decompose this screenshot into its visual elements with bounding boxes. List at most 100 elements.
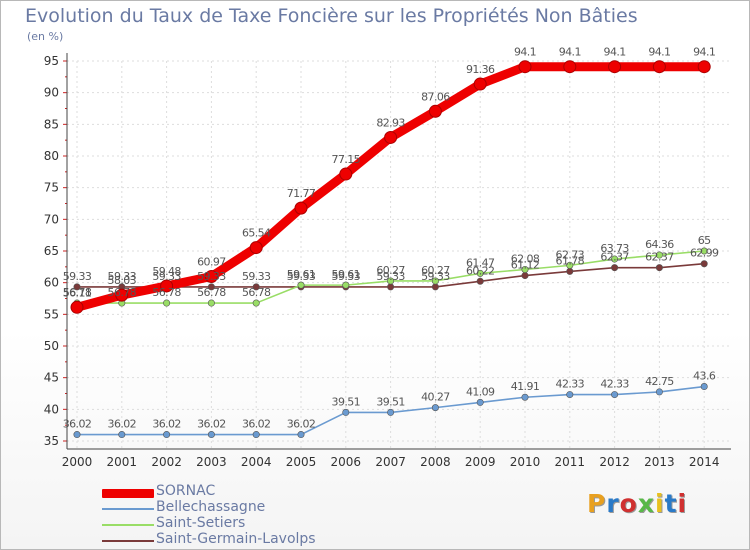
data-label-bellechassagne: 40.27 — [421, 391, 450, 404]
data-point-sornac — [339, 167, 353, 181]
data-point-saint-germain-lavolps — [521, 272, 529, 280]
legend-label: Bellechassagne — [156, 499, 266, 515]
data-point-bellechassagne — [476, 398, 484, 406]
y-tick-label: 35 — [44, 434, 59, 448]
data-label-saint-setiers: 56.78 — [197, 286, 226, 299]
data-label-sornac: 60.97 — [197, 256, 226, 269]
data-label-sornac: 58.03 — [108, 274, 137, 287]
data-point-sornac — [204, 270, 218, 284]
x-tick-label: 2010 — [510, 455, 541, 469]
data-label-saint-setiers: 64.36 — [645, 238, 674, 251]
data-point-bellechassagne — [387, 408, 395, 416]
data-label-saint-germain-lavolps: 62.37 — [645, 251, 674, 264]
logo-letter: i — [677, 489, 688, 518]
data-label-saint-setiers: 61.47 — [466, 256, 495, 269]
data-point-saint-setiers — [566, 261, 574, 269]
data-label-sornac: 94.1 — [514, 46, 536, 59]
data-point-sornac — [249, 241, 263, 255]
data-label-saint-germain-lavolps: 59.33 — [242, 270, 271, 283]
y-tick-label: 75 — [44, 181, 59, 195]
axes: 2000 2001 2002 2003 2004 2005 2006 2007 2008 2009… — [44, 53, 731, 469]
data-label-sornac: 87.06 — [421, 90, 450, 103]
data-point-saint-setiers — [700, 247, 708, 255]
data-label-bellechassagne: 36.02 — [152, 418, 181, 431]
data-point-saint-germain-lavolps — [700, 260, 708, 268]
data-label-sornac: 91.36 — [466, 63, 495, 76]
series-layer — [70, 60, 711, 439]
data-label-sornac: 65.54 — [242, 227, 271, 240]
data-point-bellechassagne — [611, 391, 619, 399]
data-point-sornac — [115, 288, 129, 302]
data-point-saint-setiers — [521, 265, 529, 273]
data-label-saint-germain-lavolps: 59.33 — [197, 270, 226, 283]
y-tick-label: 60 — [44, 276, 59, 290]
data-point-sornac — [473, 77, 487, 91]
legend-label: Saint-Setiers — [156, 515, 246, 531]
data-label-saint-setiers: 56.78 — [152, 286, 181, 299]
y-tick-label: 65 — [44, 244, 59, 258]
data-label-saint-setiers: 60.27 — [421, 264, 450, 277]
data-point-saint-setiers — [342, 281, 350, 289]
data-point-saint-setiers — [252, 299, 260, 307]
data-label-saint-germain-lavolps: 59.33 — [332, 270, 361, 283]
data-label-saint-germain-lavolps: 61.78 — [556, 254, 585, 267]
chart-title: Evolution du Taux de Taxe Foncière sur l… — [25, 5, 638, 27]
data-point-saint-germain-lavolps — [611, 264, 619, 272]
logo-letter: i — [655, 489, 665, 518]
data-label-saint-germain-lavolps: 59.33 — [63, 270, 92, 283]
data-point-bellechassagne — [207, 431, 215, 439]
y-tick-label: 90 — [44, 86, 59, 100]
data-label-bellechassagne: 36.02 — [287, 418, 316, 431]
data-point-sornac — [160, 279, 174, 293]
data-label-saint-setiers: 56.78 — [242, 286, 271, 299]
y-tick-label: 70 — [44, 212, 59, 226]
x-tick-label: 2003 — [196, 455, 227, 469]
data-label-saint-germain-lavolps: 60.22 — [466, 264, 495, 277]
data-point-bellechassagne — [342, 408, 350, 416]
data-point-saint-setiers — [387, 277, 395, 285]
data-point-bellechassagne — [118, 431, 126, 439]
data-point-saint-setiers — [655, 251, 663, 259]
data-label-bellechassagne: 42.75 — [645, 375, 674, 388]
x-tick-label: 2011 — [555, 455, 586, 469]
y-tick-label: 85 — [44, 117, 59, 131]
legend-swatch — [102, 508, 154, 510]
data-point-sornac — [428, 104, 442, 118]
x-tick-label: 2000 — [62, 455, 93, 469]
data-label-bellechassagne: 36.02 — [242, 418, 271, 431]
data-point-sornac — [652, 60, 666, 74]
x-tick-label: 2013 — [644, 455, 675, 469]
data-point-saint-setiers — [611, 255, 619, 263]
y-tick-label: 45 — [44, 371, 59, 385]
data-point-bellechassagne — [431, 404, 439, 412]
data-label-saint-setiers: 56.78 — [63, 286, 92, 299]
y-tick-label: 55 — [44, 307, 59, 321]
data-point-saint-setiers — [476, 269, 484, 277]
data-label-sornac: 94.1 — [559, 46, 581, 59]
data-label-saint-setiers: 62.08 — [511, 252, 540, 265]
x-tick-label: 2009 — [465, 455, 496, 469]
data-label-sornac: 59.48 — [152, 265, 181, 278]
data-label-saint-setiers: 56.78 — [108, 286, 137, 299]
data-label-saint-setiers: 59.61 — [332, 268, 361, 281]
data-point-sornac — [563, 60, 577, 74]
data-point-saint-germain-lavolps — [476, 277, 484, 285]
legend-swatch — [102, 540, 154, 542]
data-point-saint-setiers — [207, 299, 215, 307]
data-label-bellechassagne: 41.09 — [466, 385, 495, 398]
data-point-bellechassagne — [163, 431, 171, 439]
data-point-sornac — [518, 60, 532, 74]
x-tick-label: 2002 — [151, 455, 182, 469]
data-point-bellechassagne — [297, 431, 305, 439]
data-point-bellechassagne — [521, 393, 529, 401]
logo-letter: x — [637, 489, 655, 518]
data-label-saint-germain-lavolps: 59.33 — [376, 270, 405, 283]
data-point-bellechassagne — [655, 388, 663, 396]
data-label-saint-setiers: 65 — [698, 234, 711, 247]
data-label-saint-germain-lavolps: 59.33 — [152, 270, 181, 283]
data-point-saint-germain-lavolps — [655, 264, 663, 272]
data-label-sornac: 71.77 — [287, 187, 316, 200]
data-point-bellechassagne — [252, 431, 260, 439]
data-label-saint-setiers: 63.73 — [600, 242, 629, 255]
